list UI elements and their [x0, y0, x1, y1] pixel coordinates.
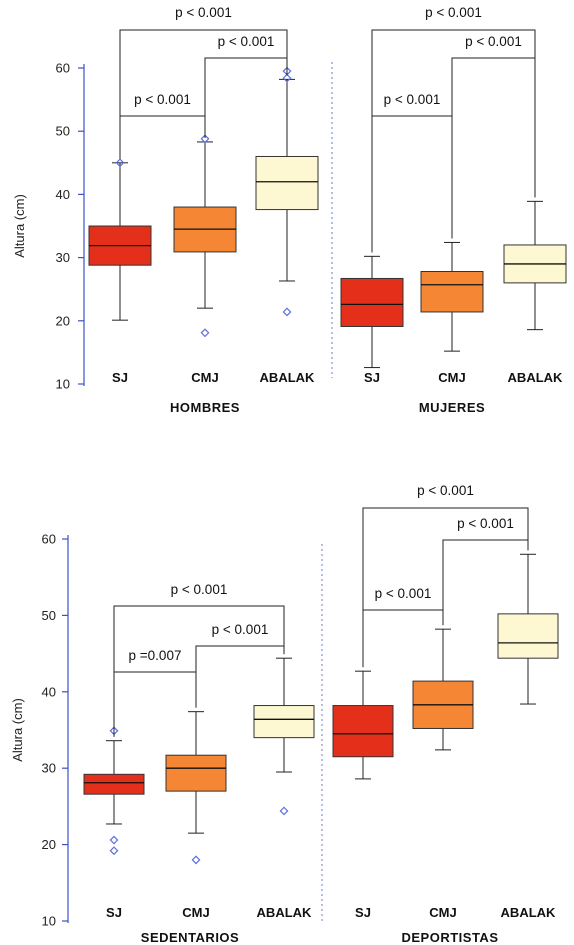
y-tick-label: 20: [56, 313, 70, 328]
y-tick-label: 50: [42, 608, 56, 623]
significance-bracket: [371, 115, 453, 253]
p-value-label: p < 0.001: [218, 34, 275, 49]
y-tick-label: 10: [56, 377, 70, 392]
significance-bracket: [451, 57, 536, 239]
group-label: MUJERES: [419, 400, 485, 415]
box-sj: [332, 705, 394, 758]
significance-bracket: [442, 539, 529, 626]
box-abalak: [497, 613, 559, 659]
p-value-label: p =0.007: [129, 648, 182, 663]
box-cmj: [420, 271, 484, 313]
p-value-label: p < 0.001: [384, 92, 441, 107]
p-value-label: p < 0.001: [425, 5, 482, 20]
box-abalak: [255, 155, 319, 211]
p-value-label: p < 0.001: [417, 483, 474, 498]
group-label: SEDENTARIOS: [141, 930, 239, 945]
category-label-sj: SJ: [106, 905, 122, 920]
category-label-sj: SJ: [364, 370, 380, 385]
category-label-sj: SJ: [112, 370, 128, 385]
p-value-label: p < 0.001: [457, 516, 514, 531]
y-tick-label: 30: [42, 761, 56, 776]
boxplot-chart-sex: 10 20 30 40 50 60 Altura (cm) SJ CMJ ABALAK HOMBRE…: [12, 5, 567, 415]
outlier-marker: [279, 806, 289, 816]
significance-bracket: [113, 671, 197, 737]
category-label-sj: SJ: [355, 905, 371, 920]
y-tick-label: 30: [56, 250, 70, 265]
group-label: HOMBRES: [170, 400, 240, 415]
significance-bracket: [119, 29, 288, 159]
group-label: DEPORTISTAS: [402, 930, 499, 945]
outlier-marker: [109, 846, 119, 856]
y-tick-label: 60: [56, 61, 70, 76]
y-tick-label: 60: [42, 532, 56, 547]
significance-bracket: [362, 507, 529, 668]
significance-bracket: [113, 605, 285, 737]
y-axis-title: Altura (cm): [12, 194, 27, 258]
box-sj: [340, 277, 404, 327]
significance-bracket: [371, 29, 536, 253]
category-label-abalak: ABALAK: [501, 905, 556, 920]
significance-bracket: [195, 645, 285, 708]
category-label-abalak: ABALAK: [508, 370, 563, 385]
p-value-label: p < 0.001: [175, 5, 232, 20]
boxplot-panel-sex: 10 20 30 40 50 60 Altura (cm) SJ CMJ ABALAK HOMBRE…: [0, 0, 574, 430]
outlier-marker: [282, 307, 292, 317]
outlier-marker: [200, 328, 210, 338]
outlier-marker: [115, 158, 125, 168]
category-label-cmj: CMJ: [429, 905, 456, 920]
p-value-label: p < 0.001: [171, 582, 228, 597]
category-label-cmj: CMJ: [191, 370, 218, 385]
y-tick-label: 40: [42, 684, 56, 699]
y-tick-label: 40: [56, 187, 70, 202]
significance-bracket: [362, 609, 444, 668]
y-tick-label: 10: [42, 914, 56, 929]
boxplot-panel-activity: 10 20 30 40 50 60 Altura (cm) SJ CMJ ABALAK SEDENT…: [0, 478, 574, 945]
y-tick-label: 20: [42, 837, 56, 852]
outlier-marker: [200, 134, 210, 144]
category-label-cmj: CMJ: [182, 905, 209, 920]
significance-bracket: [204, 57, 288, 138]
box-sj: [83, 773, 145, 795]
outlier-marker: [109, 835, 119, 845]
category-label-abalak: ABALAK: [260, 370, 315, 385]
p-value-label: p < 0.001: [134, 92, 191, 107]
p-value-label: p < 0.001: [212, 622, 269, 637]
y-axis-title: Altura (cm): [10, 698, 25, 762]
significance-bracket: [119, 115, 206, 159]
box-cmj: [165, 754, 227, 792]
boxplot-chart-activity: 10 20 30 40 50 60 Altura (cm) SJ CMJ ABALAK SEDENT…: [10, 483, 559, 945]
category-label-cmj: CMJ: [438, 370, 465, 385]
y-tick-label: 50: [56, 124, 70, 139]
category-label-abalak: ABALAK: [257, 905, 312, 920]
box-abalak: [253, 705, 315, 739]
p-value-label: p < 0.001: [465, 34, 522, 49]
outlier-marker: [282, 73, 292, 83]
p-value-label: p < 0.001: [375, 586, 432, 601]
outlier-marker: [191, 855, 201, 865]
